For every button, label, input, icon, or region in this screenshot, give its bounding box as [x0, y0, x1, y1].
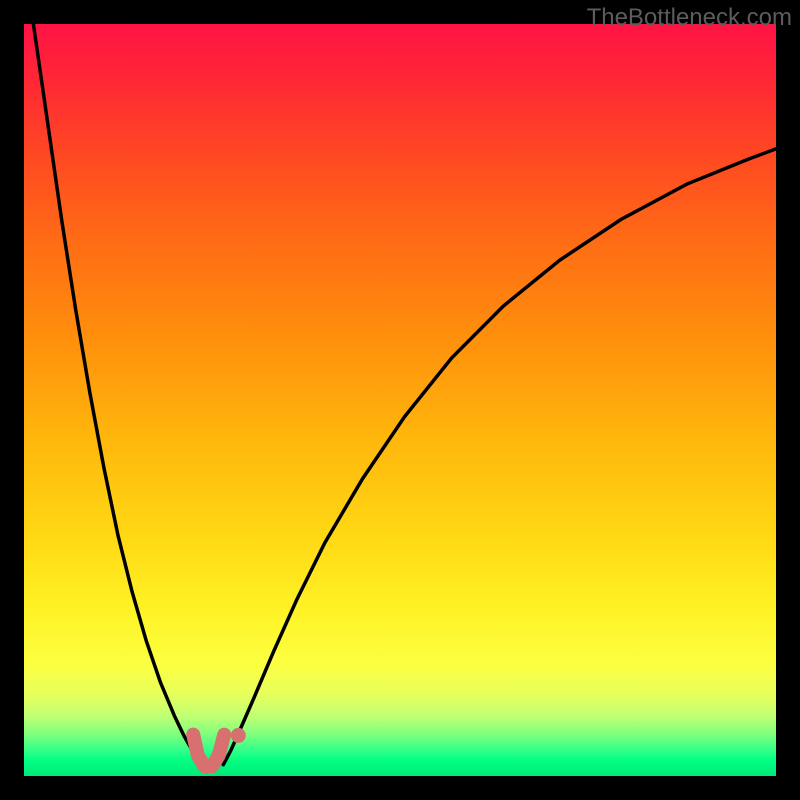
left-bottleneck-curve: [33, 24, 206, 771]
plot-border-right: [776, 0, 800, 800]
plot-border-bottom: [0, 776, 800, 800]
curve-overlay: [0, 0, 800, 800]
attribution-text: TheBottleneck.com: [587, 4, 792, 31]
right-bottleneck-curve: [223, 149, 776, 765]
chart-root: TheBottleneck.com: [0, 0, 800, 800]
plot-border-left: [0, 0, 24, 800]
bottleneck-marker-dot: [231, 728, 246, 743]
attribution-label: TheBottleneck.com: [587, 4, 792, 32]
bottleneck-marker: [193, 735, 224, 767]
